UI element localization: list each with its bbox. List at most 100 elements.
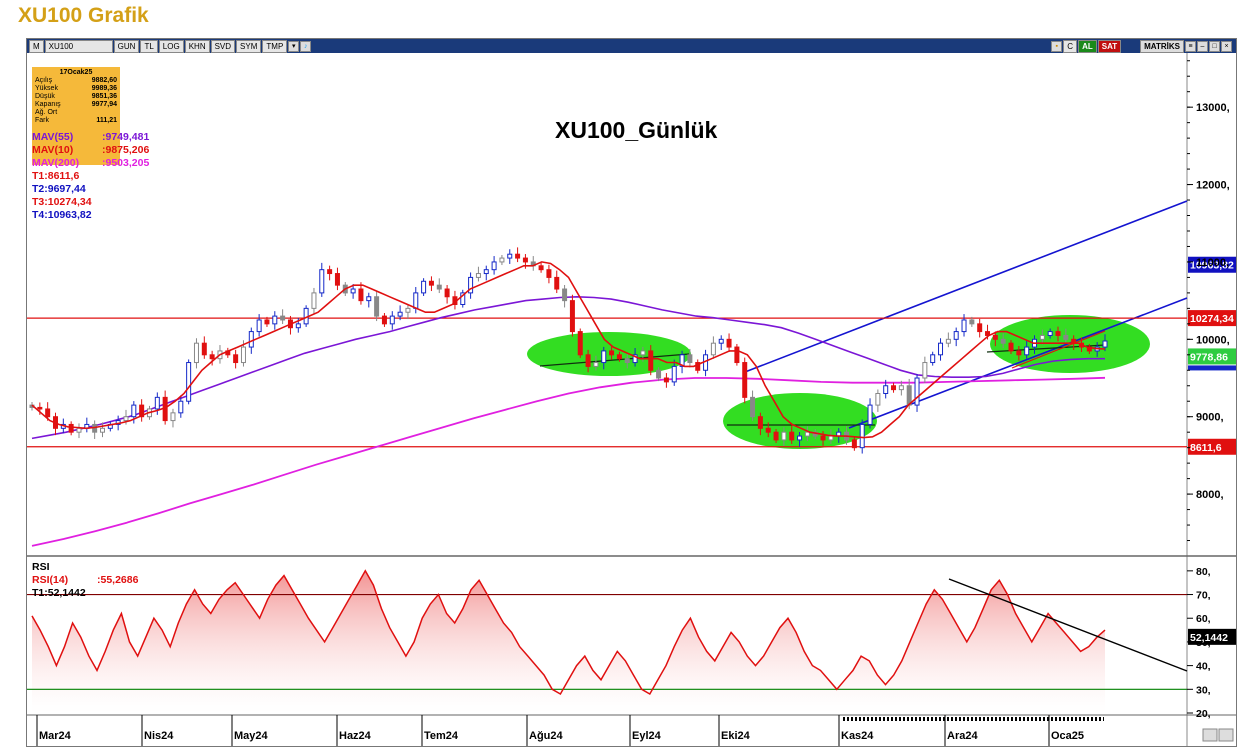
svd-button[interactable]: SVD <box>210 39 236 53</box>
x-tick-label: Mar24 <box>39 730 72 742</box>
candle <box>1047 328 1053 339</box>
price-label-text: 10274,34 <box>1190 313 1234 325</box>
price-label-bg <box>1188 256 1236 273</box>
price-chart[interactable]: 10963,82 10274,34 9778,86 8611,6 13000, 1200… <box>27 53 1236 746</box>
candle <box>679 350 685 374</box>
legend-name: MAV(200) <box>32 157 80 169</box>
sell-button[interactable]: SAT <box>1097 39 1122 53</box>
candle <box>405 304 411 320</box>
sym-button[interactable]: SYM <box>236 39 262 53</box>
candle <box>421 278 427 296</box>
period-button[interactable]: GUN <box>113 39 140 53</box>
rsi-legend-item: T1:52,1442 <box>32 587 86 599</box>
candle <box>491 256 497 275</box>
symbol-field[interactable]: XU100 <box>44 39 113 53</box>
menu-icon[interactable]: ≡ <box>1185 40 1196 52</box>
info-row: Düşük 9851,36 <box>35 93 117 100</box>
candle <box>789 425 795 444</box>
info-row: Ağ. Ort <box>35 109 58 116</box>
candle <box>914 373 920 412</box>
candle <box>867 398 873 429</box>
candle <box>585 349 591 373</box>
rsi-line <box>31 569 1106 696</box>
legend-name: T4:10963,82 <box>32 209 92 221</box>
candle <box>773 429 779 444</box>
candle <box>99 422 105 438</box>
legend-item: MAV(200):9503,205 <box>32 157 149 170</box>
scroll-controls <box>1202 728 1234 742</box>
candle <box>507 249 513 264</box>
scroll-config-icon <box>1202 728 1218 742</box>
candle <box>859 419 865 454</box>
candle <box>280 309 286 325</box>
candle <box>562 284 568 308</box>
matriks-button[interactable]: MATRİKS <box>1140 39 1184 53</box>
price-panel-bg <box>27 53 1187 556</box>
log-button[interactable]: LOG <box>158 39 184 53</box>
x-tick-label: Ara24 <box>947 730 978 742</box>
candle <box>922 356 928 383</box>
buy-button[interactable]: AL <box>1078 39 1097 53</box>
info-date: 17Ocak25 <box>59 69 93 76</box>
candle <box>186 359 192 405</box>
support-zone-1 <box>527 332 691 376</box>
svg-text:52,1442: 52,1442 <box>1190 632 1228 644</box>
minimize-icon[interactable]: – <box>1197 40 1208 52</box>
candle <box>483 265 489 281</box>
y-tick-label: 11000, <box>1196 257 1229 269</box>
price-label-text: 10963,82 <box>1190 260 1234 272</box>
candle <box>1000 333 1006 349</box>
rsi-legend-item: RSI <box>32 561 50 573</box>
candle <box>139 399 145 422</box>
candle <box>945 332 951 348</box>
price-label-bg <box>1188 348 1236 365</box>
info-row: Kapanış 9977,94 <box>35 101 117 108</box>
candle <box>233 349 239 369</box>
candle <box>1055 326 1061 342</box>
zone-line-red <box>1011 330 1106 369</box>
candle <box>68 421 74 436</box>
rsi-y-tick-label: 80, <box>1196 566 1211 578</box>
candle <box>609 345 615 360</box>
candle <box>750 390 756 421</box>
candle <box>444 284 450 304</box>
candle <box>428 276 434 292</box>
candle <box>319 262 325 297</box>
candle <box>648 345 654 376</box>
chart-window: M XU100 GUN TL LOG KHN SVD SYM TMP ▾ ♪ ▪… <box>26 38 1237 747</box>
candle <box>718 335 724 351</box>
dropdown-icon[interactable]: ▾ <box>288 40 300 52</box>
candle <box>969 316 975 327</box>
x-tick-label: Oca25 <box>1051 730 1084 742</box>
currency-button[interactable]: TL <box>140 39 158 53</box>
candle <box>209 350 215 366</box>
candle <box>593 355 599 371</box>
close-icon[interactable]: × <box>1221 40 1232 52</box>
rsi-current-label: 52,1442 <box>1188 628 1236 645</box>
candle <box>460 289 466 308</box>
c-button[interactable]: C <box>1063 39 1078 53</box>
candle <box>334 267 340 291</box>
maximize-icon[interactable]: □ <box>1209 40 1220 52</box>
candle <box>1008 340 1014 355</box>
price-label-strip <box>1188 365 1236 371</box>
legend-name: MAV(55) <box>32 131 74 143</box>
legend-name: T1:8611,6 <box>32 170 80 182</box>
candle <box>726 333 732 353</box>
candle <box>797 432 803 447</box>
legend-item: MAV(55) :9749,481 <box>32 131 149 144</box>
x-tick-label: Haz24 <box>339 730 372 742</box>
x-tick-label: Ağu24 <box>529 730 564 742</box>
twitter-icon[interactable]: ♪ <box>300 40 312 52</box>
lock-icon[interactable]: ▪ <box>1051 40 1063 52</box>
y-tick-label: 13000, <box>1196 102 1230 114</box>
rsi-y-tick-label: 60, <box>1196 613 1211 625</box>
chart-menu-icon[interactable]: M <box>29 39 44 53</box>
chart-title: XU100_Günlük <box>555 117 718 143</box>
price-label-text: 8611,6 <box>1190 442 1222 454</box>
tmp-button[interactable]: TMP <box>262 39 288 53</box>
candle <box>436 278 442 294</box>
legend-value: :9749,481 <box>102 131 150 143</box>
khn-button[interactable]: KHN <box>184 39 210 53</box>
legend-item: T4:10963,82 <box>32 209 149 222</box>
